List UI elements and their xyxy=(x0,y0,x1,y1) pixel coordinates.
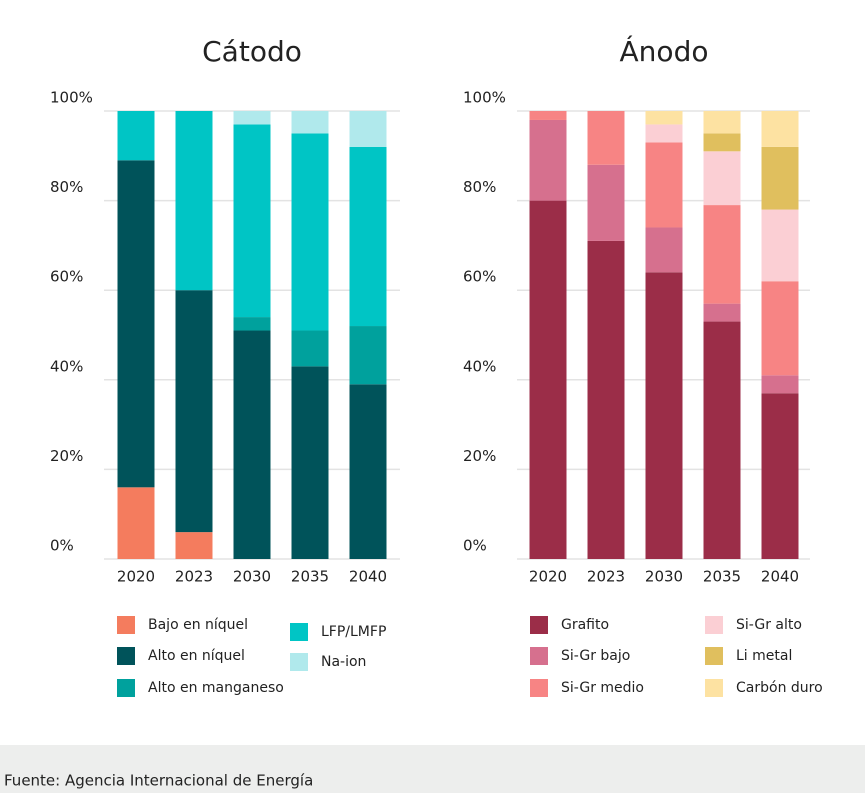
chart-title: Ánodo xyxy=(620,34,709,68)
bar-segment xyxy=(761,281,799,376)
x-tick-label: 2020 xyxy=(529,568,567,586)
bar-segment xyxy=(349,326,387,385)
legend-swatch xyxy=(117,647,135,665)
x-tick-label: 2040 xyxy=(349,568,387,586)
bar-segment xyxy=(117,160,155,488)
bar-segment xyxy=(291,366,329,559)
bar-segment xyxy=(761,209,799,282)
legend-label: LFP/LMFP xyxy=(321,624,386,640)
bar-segment xyxy=(645,142,683,228)
x-tick-label: 2030 xyxy=(233,568,271,586)
x-tick-label: 2040 xyxy=(761,568,799,586)
bar-segment xyxy=(703,303,741,322)
legend-swatch xyxy=(705,679,723,697)
legend-label: Si-Gr medio xyxy=(561,680,644,696)
legend-label: Carbón duro xyxy=(736,680,823,696)
bar-segment xyxy=(703,133,741,152)
bar-segment xyxy=(117,487,155,559)
legend-swatch xyxy=(290,653,308,671)
bar-segment xyxy=(529,200,567,559)
legend-swatch xyxy=(530,616,548,634)
bar-segment xyxy=(761,375,799,394)
bar-segment xyxy=(233,317,271,331)
bar-segment xyxy=(703,151,741,206)
legend-label: Grafito xyxy=(561,617,609,633)
legend-label: Bajo en níquel xyxy=(148,617,248,633)
legend-label: Si-Gr bajo xyxy=(561,648,630,664)
bar-segment xyxy=(703,205,741,304)
bar-segment xyxy=(703,111,741,134)
bar-segment xyxy=(349,384,387,559)
y-tick-label: 20% xyxy=(50,447,83,465)
x-tick-label: 2035 xyxy=(703,568,741,586)
source: Fuente: Agencia Internacional de Energía xyxy=(4,772,313,790)
x-tick-label: 2030 xyxy=(645,568,683,586)
y-tick-label: 20% xyxy=(463,447,496,465)
bar-segment xyxy=(175,290,213,533)
bar-segment xyxy=(291,330,329,367)
y-tick-label: 40% xyxy=(463,357,496,375)
bar-segment xyxy=(117,111,155,161)
bar-segment xyxy=(587,240,625,560)
x-tick-label: 2035 xyxy=(291,568,329,586)
y-tick-label: 100% xyxy=(50,89,93,107)
bar-segment xyxy=(233,124,271,318)
legend-label: Alto en níquel xyxy=(148,648,245,664)
legend-swatch xyxy=(290,623,308,641)
y-tick-label: 80% xyxy=(50,178,83,196)
bar-segment xyxy=(529,119,567,201)
bar-segment xyxy=(761,111,799,147)
legend-swatch xyxy=(117,679,135,697)
legend-label: Li metal xyxy=(736,648,792,664)
bar-segment xyxy=(233,111,271,125)
legend-label: Alto en manganeso xyxy=(148,680,284,696)
bar-segment xyxy=(587,164,625,241)
legend-swatch xyxy=(117,616,135,634)
legend-label: Na-ion xyxy=(321,654,366,670)
x-tick-label: 2020 xyxy=(117,568,155,586)
legend-swatch xyxy=(705,616,723,634)
x-tick-label: 2023 xyxy=(587,568,625,586)
bar-segment xyxy=(645,124,683,143)
bar-segment xyxy=(761,393,799,559)
legend-swatch xyxy=(530,647,548,665)
y-tick-label: 0% xyxy=(463,537,487,555)
legend-swatch xyxy=(705,647,723,665)
bar-segment xyxy=(291,111,329,134)
y-tick-label: 40% xyxy=(50,357,83,375)
bar-segment xyxy=(703,321,741,559)
bar-segment xyxy=(291,133,329,331)
legend-label: Si-Gr alto xyxy=(736,617,802,633)
bar-segment xyxy=(233,330,271,559)
bar-segment xyxy=(587,111,625,165)
y-tick-label: 60% xyxy=(463,268,496,286)
legend-swatch xyxy=(530,679,548,697)
bar-segment xyxy=(349,111,387,147)
bar-segment xyxy=(645,272,683,559)
bar-segment xyxy=(175,532,213,559)
bar-segment xyxy=(529,111,567,120)
footer-band xyxy=(0,745,865,793)
y-tick-label: 60% xyxy=(50,268,83,286)
y-tick-label: 100% xyxy=(463,89,506,107)
bar-segment xyxy=(645,111,683,125)
y-tick-label: 0% xyxy=(50,537,74,555)
bar-segment xyxy=(645,227,683,273)
bar-segment xyxy=(761,146,799,210)
chart-title: Cátodo xyxy=(202,35,302,68)
bar-segment xyxy=(349,146,387,327)
x-tick-label: 2023 xyxy=(175,568,213,586)
y-tick-label: 80% xyxy=(463,178,496,196)
bar-segment xyxy=(175,111,213,291)
